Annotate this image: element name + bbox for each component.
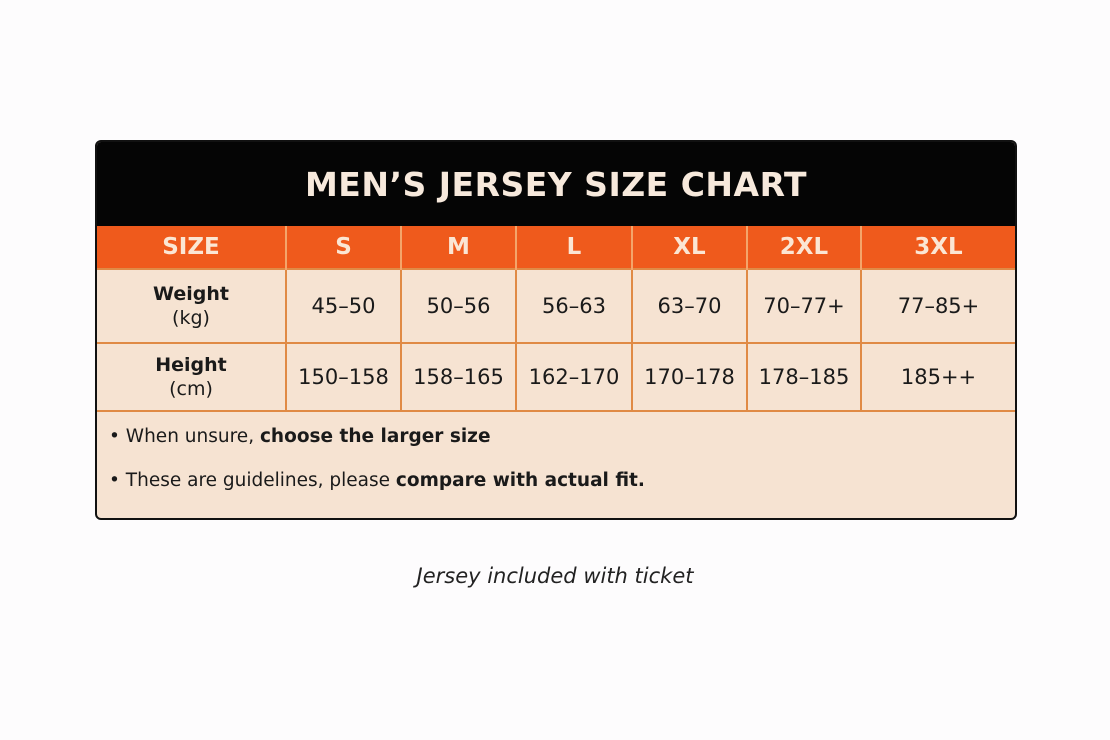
header-cell: SIZE [97, 226, 286, 269]
notes: • When unsure, choose the larger size • … [97, 410, 1015, 514]
table-row: Height (cm) 150–158 158–165 162–170 170–1… [97, 342, 1015, 410]
size-table: SIZE S M L XL 2XL 3XL Weight (kg) 45–50 5… [97, 226, 1015, 410]
table-cell: 170–178 [631, 342, 747, 410]
note-item: • When unsure, choose the larger size [109, 426, 1015, 470]
table-cell: 70–77+ [746, 268, 861, 343]
header-cell: 2XL [746, 226, 861, 269]
header-cell: L [515, 226, 632, 269]
table-cell: 77–85+ [860, 268, 1015, 343]
caption: Jersey included with ticket [416, 564, 694, 588]
table-cell: 150–158 [285, 342, 401, 410]
row-label-unit: (cm) [169, 378, 213, 400]
chart-title: MEN’S JERSEY SIZE CHART [97, 142, 1015, 226]
row-label: Height (cm) [97, 342, 286, 410]
header-cell: XL [631, 226, 747, 269]
row-label-name: Weight [153, 283, 229, 305]
table-cell: 50–56 [400, 268, 516, 343]
note-item: • These are guidelines, please compare w… [109, 470, 1015, 514]
note-bold: choose the larger size [259, 426, 491, 447]
size-chart-card: MEN’S JERSEY SIZE CHART SIZE S M L XL 2X… [95, 140, 1017, 520]
note-text: • When unsure, [109, 426, 260, 447]
table-cell: 178–185 [746, 342, 861, 410]
table-cell: 56–63 [515, 268, 632, 343]
table-cell: 63–70 [631, 268, 747, 343]
header-cell: M [400, 226, 516, 269]
header-cell: 3XL [860, 226, 1015, 269]
table-cell: 185++ [860, 342, 1015, 410]
header-cell: S [285, 226, 401, 269]
table-row: Weight (kg) 45–50 50–56 56–63 63–70 70–77… [97, 268, 1015, 343]
header-row: SIZE S M L XL 2XL 3XL [97, 226, 1015, 269]
table-cell: 158–165 [400, 342, 516, 410]
row-label-unit: (kg) [172, 307, 210, 329]
note-bold: compare with actual fit. [395, 470, 645, 491]
note-text: • These are guidelines, please [109, 470, 396, 491]
table-cell: 162–170 [515, 342, 632, 410]
row-label: Weight (kg) [97, 268, 286, 343]
table-cell: 45–50 [285, 268, 401, 343]
row-label-name: Height [155, 354, 227, 376]
